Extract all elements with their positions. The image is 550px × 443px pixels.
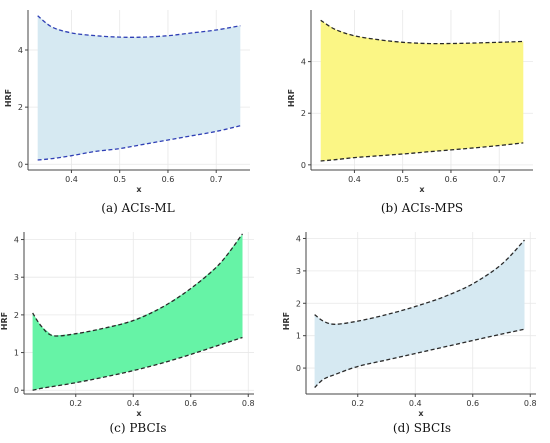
y-tick-label: 4	[18, 46, 23, 55]
y-axis-label: HRF	[4, 89, 13, 107]
x-axis-label: x	[419, 185, 425, 194]
lower-bound-line	[314, 328, 525, 389]
confidence-band-fill	[314, 240, 525, 388]
y-tick-label: 0	[14, 386, 19, 395]
chart-panel-3: 0.2 0.4 0.6 0.8 0 1 2 3 4 x HRF (c) PBCIs	[0, 232, 255, 435]
x-tick-label: 0.7	[210, 175, 223, 184]
y-tick-label: 4	[296, 234, 301, 243]
y-tick-label: 3	[296, 267, 301, 276]
y-tick-label: 2	[296, 299, 301, 308]
chart-panel-4: 0.2 0.4 0.6 0.8 0 1 2 3 4 x HRF (d) SBCIs	[282, 232, 537, 435]
chart-panel-1: 0.4 0.5 0.6 0.7 0 2 4 x HRF (a) ACIs-ML	[4, 10, 250, 215]
y-tick-label: 1	[296, 332, 301, 341]
y-tick-label: 2	[18, 103, 23, 112]
lower-bound-line	[320, 142, 524, 162]
x-tick-label: 0.8	[242, 399, 255, 408]
x-tick-label: 0.7	[493, 175, 506, 184]
upper-bound-line	[32, 233, 244, 337]
upper-bound-line	[37, 15, 241, 38]
x-axis-label: x	[136, 409, 142, 418]
x-tick-label: 0.6	[184, 399, 197, 408]
x-tick-label: 0.6	[445, 175, 458, 184]
panel-caption: (a) ACIs-ML	[101, 201, 174, 215]
y-tick-label: 2	[301, 109, 306, 118]
panel-caption: (d) SBCIs	[393, 421, 451, 435]
x-tick-label: 0.4	[409, 399, 422, 408]
y-axis-label: HRF	[0, 312, 9, 330]
chart-panel-2: 0.4 0.5 0.6 0.7 0 2 4 x HRF (b) ACIs-MPS	[287, 10, 533, 215]
y-tick-label: 0	[301, 161, 306, 170]
y-axis-label: HRF	[282, 312, 291, 330]
panel-caption: (b) ACIs-MPS	[381, 201, 463, 215]
y-tick-label: 0	[296, 364, 301, 373]
x-tick-label: 0.5	[113, 175, 126, 184]
x-tick-label: 0.5	[396, 175, 409, 184]
x-tick-label: 0.8	[524, 399, 537, 408]
y-tick-label: 0	[18, 160, 23, 169]
x-tick-label: 0.2	[351, 399, 364, 408]
y-axis-label: HRF	[287, 89, 296, 107]
y-tick-label: 4	[301, 58, 306, 67]
x-tick-label: 0.6	[162, 175, 175, 184]
y-tick-label: 1	[14, 349, 19, 358]
y-tick-label: 3	[14, 273, 19, 282]
confidence-band-fill	[37, 15, 241, 161]
x-tick-label: 0.4	[348, 175, 361, 184]
confidence-band-fill	[320, 20, 524, 161]
y-tick-label: 2	[14, 311, 19, 320]
y-tick-label: 4	[14, 236, 19, 245]
lower-bound-line	[32, 336, 243, 391]
confidence-band-fill	[32, 233, 243, 391]
panel-caption: (c) PBCIs	[109, 421, 166, 435]
x-tick-label: 0.6	[466, 399, 479, 408]
x-axis-label: x	[136, 185, 142, 194]
x-tick-label: 0.4	[65, 175, 78, 184]
x-tick-label: 0.2	[69, 399, 82, 408]
x-axis-label: x	[418, 409, 424, 418]
x-tick-label: 0.4	[127, 399, 140, 408]
upper-bound-line	[320, 19, 524, 45]
upper-bound-line	[314, 239, 525, 325]
